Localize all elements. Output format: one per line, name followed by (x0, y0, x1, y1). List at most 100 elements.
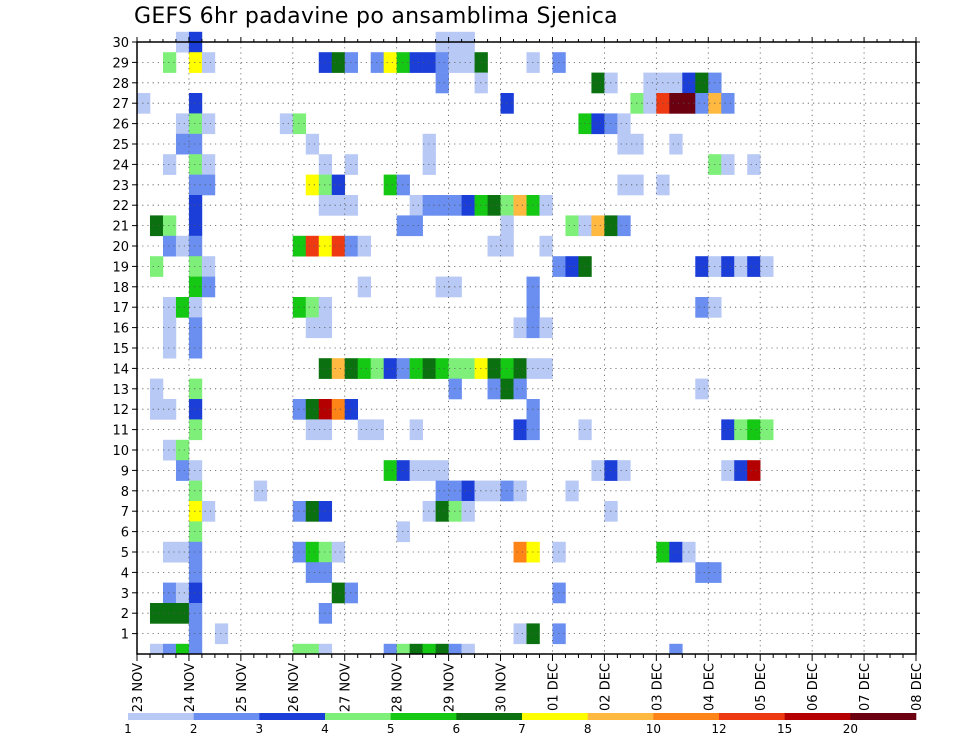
y-tick-label: 18 (112, 281, 129, 296)
y-tick-label: 11 (112, 424, 129, 439)
y-tick-label: 19 (112, 260, 129, 275)
heatmap-cell (188, 93, 203, 114)
heatmap-cell (292, 113, 307, 135)
heatmap-cell (487, 235, 501, 257)
heatmap-cell (188, 541, 203, 563)
heatmap-cell (188, 623, 203, 645)
heatmap-cell (539, 235, 553, 257)
heatmap-cell (383, 460, 397, 481)
heatmap-cell (175, 113, 190, 135)
heatmap-cell (137, 93, 151, 114)
heatmap-cell (305, 501, 320, 522)
heatmap-cell (318, 297, 333, 318)
colorbar-swatch (850, 713, 917, 720)
heatmap-cell (331, 52, 346, 73)
heatmap-cell (318, 562, 333, 583)
heatmap-cell (149, 256, 164, 277)
heatmap-cell (162, 215, 177, 237)
heatmap-cell (188, 337, 203, 359)
heatmap-cell (188, 378, 203, 400)
colorbar-swatch (587, 713, 654, 720)
heatmap-cell (617, 174, 631, 196)
heatmap-cell (591, 72, 605, 94)
y-axis: 1234567891011121314151617181920212223242… (112, 36, 920, 643)
colorbar-label: 10 (646, 722, 661, 736)
x-tick-label: 06 DEC (806, 663, 821, 711)
heatmap-cell (461, 52, 475, 73)
heatmap-cell (422, 643, 436, 654)
heatmap-cell (318, 235, 333, 257)
heatmap-cell (292, 643, 307, 654)
heatmap-cell (188, 521, 203, 543)
heatmap-cell (695, 72, 709, 94)
colorbar-swatch (522, 713, 588, 720)
heatmap-cell (435, 52, 449, 73)
heatmap-cell (188, 501, 203, 522)
y-tick-label: 30 (112, 36, 129, 51)
heatmap-cell (461, 480, 475, 502)
heatmap-cell (565, 215, 579, 237)
heatmap-cell (318, 541, 333, 563)
heatmap-cell (175, 541, 190, 563)
heatmap-cell (175, 133, 190, 155)
y-tick-label: 21 (112, 220, 129, 235)
colorbar-label: 4 (321, 722, 329, 736)
heatmap-cell (669, 72, 683, 94)
heatmap-cell (201, 154, 216, 175)
heatmap-cell (331, 358, 346, 379)
heatmap-cell (188, 195, 203, 216)
heatmap-cell (318, 603, 333, 624)
heatmap-cell (188, 113, 203, 135)
heatmap-cell (357, 235, 371, 257)
heatmap-cell (149, 603, 164, 624)
colorbar-label: 5 (387, 722, 395, 736)
heatmap-cell (318, 419, 333, 441)
heatmap-cell (188, 52, 203, 73)
colorbar-label: 1 (124, 722, 132, 736)
heatmap-cell (292, 541, 307, 563)
heatmap-cell (331, 399, 346, 420)
heatmap-cell (539, 358, 553, 379)
heatmap-cell (669, 93, 683, 114)
y-tick-label: 15 (112, 342, 129, 357)
heatmap-cell (188, 235, 203, 257)
heatmap-cell (695, 378, 709, 400)
heatmap-cell (201, 113, 216, 135)
heatmap-cell (318, 643, 333, 654)
heatmap-cell (617, 113, 631, 135)
heatmap-cell (188, 133, 203, 155)
heatmap-cell (149, 643, 164, 654)
heatmap-cell (188, 480, 203, 502)
heatmap-cell (305, 317, 320, 339)
heatmap-cell (513, 541, 527, 563)
y-tick-label: 4 (121, 566, 129, 581)
heatmap-cell (331, 195, 346, 216)
y-tick-label: 2 (121, 607, 129, 622)
heatmap-cell (487, 195, 501, 216)
y-tick-label: 7 (121, 505, 129, 520)
heatmap-cell (188, 256, 203, 277)
heatmap-cell (162, 235, 177, 257)
heatmap-cell (162, 154, 177, 175)
heatmap-cell (149, 399, 164, 420)
heatmap-cell (318, 399, 333, 420)
heatmap-cell (175, 460, 190, 481)
heatmap-cell (175, 643, 190, 654)
heatmap-cell (747, 460, 761, 481)
heatmap-cell (461, 358, 475, 379)
x-tick-label: 03 DEC (650, 663, 665, 711)
heatmap-cell (292, 235, 307, 257)
heatmap-cell (162, 603, 177, 624)
colorbar-swatch (456, 713, 523, 720)
y-tick-label: 28 (112, 77, 129, 92)
heatmap-cell (695, 93, 709, 114)
heatmap-cell (539, 317, 553, 339)
heatmap-cell (461, 195, 475, 216)
heatmap-cell (409, 52, 423, 73)
y-tick-label: 1 (121, 628, 129, 643)
heatmap-cell (461, 501, 475, 522)
heatmap-cell (383, 174, 397, 196)
heatmap-cell (383, 643, 397, 654)
y-tick-label: 24 (112, 158, 129, 173)
colorbar-label: 3 (256, 722, 264, 736)
